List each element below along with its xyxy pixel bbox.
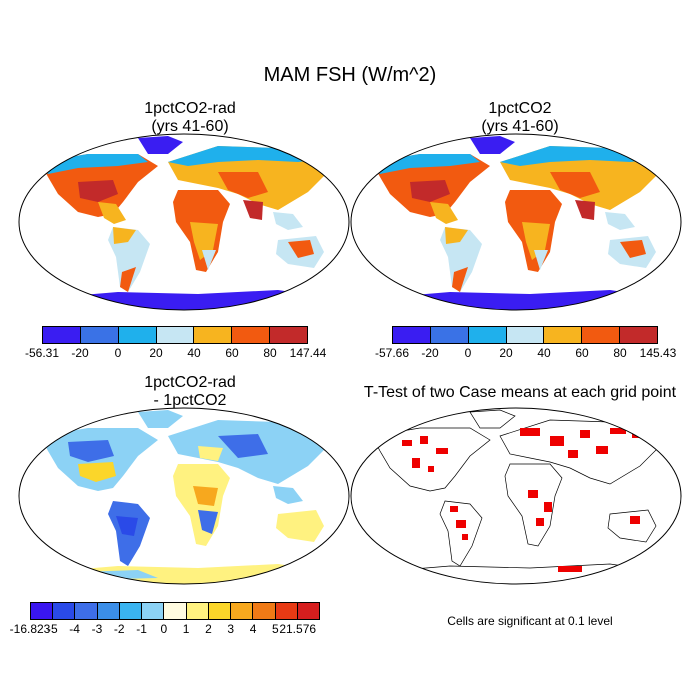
cb2-tick-label: 0 — [464, 346, 472, 360]
cb3-swatch — [164, 603, 187, 619]
cb1-swatch — [80, 327, 119, 343]
cb1-swatch — [118, 327, 157, 343]
cb2-tick-label: 20 — [499, 346, 513, 360]
cb1-swatch — [43, 327, 81, 343]
cb1-swatch — [270, 327, 308, 343]
cb2-swatch — [430, 327, 469, 343]
cb1-swatch — [156, 327, 195, 343]
figure-title: MAM FSH (W/m^2) — [263, 64, 437, 86]
panel-4-title: T-Test of two Case means at each grid po… — [363, 384, 677, 401]
cb3-tick-label: 3 — [227, 622, 235, 636]
colorbar-3 — [30, 602, 320, 620]
cb3-swatch — [275, 603, 298, 619]
cb3-tick-label: -16.823 — [9, 622, 51, 636]
panel-3-title: 1pctCO2-rad - 1pctCO2 — [144, 374, 236, 409]
cb3-tick-label: -4 — [69, 622, 80, 636]
cb2-swatch — [544, 327, 583, 343]
cb3-tick-label: -2 — [113, 622, 125, 636]
cb1-tick-label: 60 — [225, 346, 239, 360]
cb1-swatch — [194, 327, 233, 343]
cb3-swatch — [142, 603, 165, 619]
cb3-swatch — [97, 603, 120, 619]
cb3-swatch — [186, 603, 209, 619]
cb2-tick-label: 60 — [575, 346, 589, 360]
colorbar-2-labels: -57.66 -20 0 20 40 60 80 145.43 — [375, 346, 676, 362]
cb3-tick-label: 0 — [160, 622, 168, 636]
panel-4-map — [350, 407, 682, 585]
cb2-swatch — [393, 327, 431, 343]
cb1-tick-label: -56.31 — [24, 346, 60, 360]
colorbar-2 — [392, 326, 658, 344]
colorbar-1 — [42, 326, 308, 344]
cb3-tick-label: 4 — [249, 622, 257, 636]
cb1-tick-label: 20 — [149, 346, 163, 360]
cb3-swatch — [297, 603, 320, 619]
cb3-swatch — [53, 603, 76, 619]
cb3-tick-label: 5 — [272, 622, 279, 636]
cb2-swatch — [468, 327, 507, 343]
cb3-swatch — [31, 603, 54, 619]
cb3-swatch — [119, 603, 143, 619]
panel-1-map — [18, 133, 350, 311]
cb2-swatch — [582, 327, 621, 343]
panel-2-title: 1pctCO2 (yrs 41-60) — [481, 100, 559, 135]
cb3-swatch — [75, 603, 98, 619]
cb2-tick-label: -20 — [421, 346, 439, 360]
cb1-tick-label: -20 — [71, 346, 89, 360]
significance-note: Cells are significant at 0.1 level — [447, 614, 613, 628]
cb3-swatch — [231, 603, 254, 619]
cb2-tick-label: 145.43 — [639, 346, 677, 360]
colorbar-1-labels: -56.31 -20 0 20 40 60 80 147.44 — [25, 346, 326, 362]
cb3-tick-label: 21.576 — [279, 622, 317, 636]
cb2-tick-label: -57.66 — [374, 346, 410, 360]
cb1-tick-label: 0 — [114, 346, 122, 360]
cb3-tick-label: -5 — [46, 622, 58, 636]
cb2-tick-label: 40 — [537, 346, 551, 360]
cb3-tick-label: 2 — [205, 622, 212, 636]
cb1-tick-label: 40 — [187, 346, 201, 360]
panel-3-map — [18, 407, 350, 585]
cb3-swatch — [253, 603, 276, 619]
cb3-tick-label: -1 — [136, 622, 147, 636]
cb3-tick-label: -3 — [91, 622, 103, 636]
panel-1-title: 1pctCO2-rad (yrs 41-60) — [144, 100, 236, 135]
cb2-tick-label: 80 — [613, 346, 627, 360]
cb3-swatch — [208, 603, 232, 619]
cb1-tick-label: 147.44 — [289, 346, 327, 360]
colorbar-3-labels: -16.823 -5 -4 -3 -2 -1 0 1 2 3 4 5 21.576 — [10, 622, 320, 638]
panel-2-map — [350, 133, 682, 311]
cb2-swatch — [620, 327, 658, 343]
cb1-swatch — [232, 327, 271, 343]
cb2-swatch — [506, 327, 545, 343]
cb1-tick-label: 80 — [263, 346, 277, 360]
cb3-tick-label: 1 — [182, 622, 190, 636]
